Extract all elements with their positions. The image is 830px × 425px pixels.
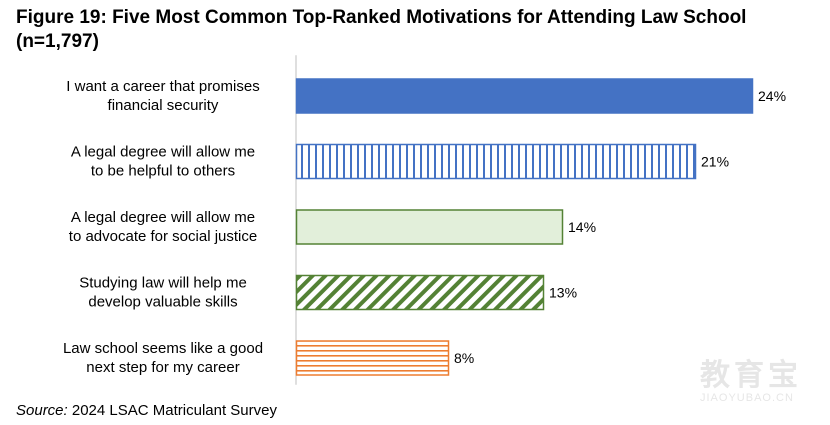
category-label: Law school seems like a good next step fo… (63, 340, 263, 376)
bar (295, 78, 754, 114)
bar (295, 209, 564, 245)
category-label: I want a career that promises financial s… (66, 78, 259, 114)
chart-title: Figure 19: Five Most Common Top-Ranked M… (16, 7, 747, 52)
chart-source: Source: 2024 LSAC Matriculant Survey (16, 402, 277, 419)
data-label: 21% (701, 154, 729, 170)
data-label: 13% (549, 285, 577, 301)
watermark-text: 教育宝 (700, 359, 802, 392)
bar (295, 274, 545, 311)
category-label: Studying law will help me develop valuabl… (79, 275, 247, 311)
bar (295, 143, 697, 180)
source-text: 2024 LSAC Matriculant Survey (71, 402, 277, 419)
data-label: 14% (568, 219, 596, 235)
watermark-logo: 教育宝 JIAOYUBAO.CN (700, 350, 820, 410)
category-label: A legal degree will allow me to advocate … (69, 209, 257, 245)
bar (295, 340, 450, 376)
source-label: Source: (16, 402, 68, 419)
watermark-subtext: JIAOYUBAO.CN (700, 392, 794, 404)
category-label: A legal degree will allow me to be helpfu… (71, 144, 255, 180)
data-label: 8% (454, 350, 474, 366)
data-label: 24% (758, 88, 786, 104)
